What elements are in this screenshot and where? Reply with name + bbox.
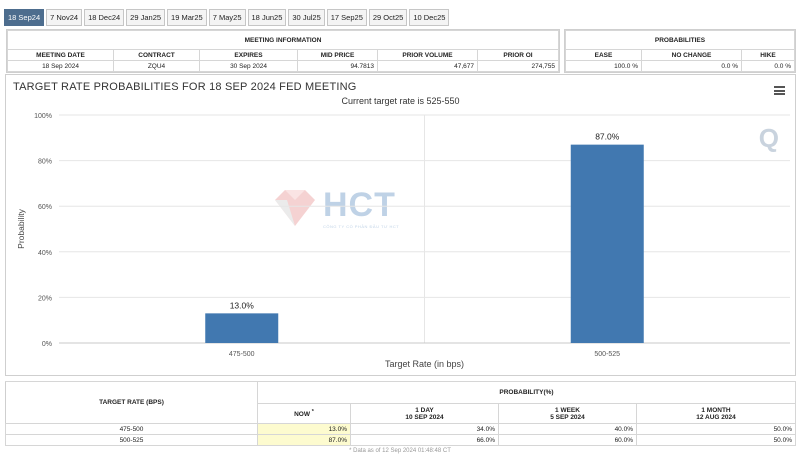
col-contract: CONTRACT [113, 49, 200, 61]
meeting-information-title: MEETING INFORMATION [7, 30, 559, 50]
y-tick-label: 0% [42, 341, 52, 348]
hike-value: 0.0 % [741, 60, 795, 72]
y-tick-label: 20% [38, 295, 52, 302]
bar-475-500 [205, 313, 279, 343]
watermark-brand: HCT [323, 186, 396, 224]
data-label: 87.0% [595, 132, 620, 142]
probabilities-title: PROBABILITIES [565, 30, 795, 50]
bars [205, 144, 644, 343]
probability-history-panel: TARGET RATE (BPS) PROBABILITY(%) NOW * 1… [5, 381, 796, 446]
chart-subtitle: Current target rate is 525-550 [341, 96, 460, 106]
rate-475-500: 475-500 [5, 423, 258, 435]
col-1-week-label: 1 WEEK [555, 406, 580, 414]
week-475-500: 40.0% [498, 423, 637, 435]
y-tick-label: 100% [34, 113, 52, 120]
prior-volume-value: 47,677 [377, 60, 478, 72]
data-label: 13.0% [230, 300, 255, 310]
x-tick-label: 500-525 [594, 351, 620, 358]
meeting-tabs: 18 Sep24 7 Nov24 18 Dec24 29 Jan25 19 Ma… [4, 9, 450, 26]
y-axis-title: Probability [16, 208, 26, 248]
x-tick-label: 475-500 [229, 351, 255, 358]
col-prior-oi: PRIOR OI [477, 49, 559, 61]
col-now: NOW * [257, 403, 351, 424]
col-1-month: 1 MONTH 12 AUG 2024 [636, 403, 796, 424]
month-475-500: 50.0% [636, 423, 796, 435]
bar-500-525 [570, 144, 644, 343]
col-1-day: 1 DAY 10 SEP 2024 [350, 403, 499, 424]
col-1-month-date: 12 AUG 2024 [696, 413, 736, 421]
col-1-month-label: 1 MONTH [701, 406, 731, 414]
col-meeting-date: MEETING DATE [7, 49, 114, 61]
col-1-week-date: 5 SEP 2024 [550, 413, 585, 421]
col-no-change: NO CHANGE [641, 49, 742, 61]
week-500-525: 60.0% [498, 434, 637, 446]
col-now-label: NOW [294, 411, 310, 419]
tab-7-nov24[interactable]: 7 Nov24 [46, 9, 83, 26]
table-row: 475-500 13.0% 34.0% 40.0% 50.0% [5, 423, 796, 435]
tab-18-sep24[interactable]: 18 Sep24 [4, 9, 45, 26]
table-row: 500-525 87.0% 66.0% 60.0% 50.0% [5, 434, 796, 446]
y-tick-label: 40% [38, 250, 52, 257]
target-rate-chart: TARGET RATE PROBABILITIES FOR 18 SEP 202… [5, 74, 796, 376]
tab-18-jun25[interactable]: 18 Jun25 [247, 9, 287, 26]
col-mid-price: MID PRICE [297, 49, 378, 61]
day-500-525: 66.0% [350, 434, 499, 446]
tab-17-sep25[interactable]: 17 Sep25 [326, 9, 367, 26]
data-timestamp-footnote: * Data as of 12 Sep 2024 01:48:48 CT [349, 448, 451, 454]
no-change-value: 0.0 % [641, 60, 742, 72]
col-prior-volume: PRIOR VOLUME [377, 49, 478, 61]
tab-30-jul25[interactable]: 30 Jul25 [288, 9, 325, 26]
bar-plot: 0% 20% 40% 60% 80% 100% 13.0% 475-500 87.0% 500-5… [16, 113, 790, 369]
ease-value: 100.0 % [565, 60, 642, 72]
probabilities-panel: PROBABILITIES EASE NO CHANGE HIKE 100.0 … [564, 29, 796, 73]
probabilities-table: PROBABILITIES EASE NO CHANGE HIKE 100.0 … [565, 30, 795, 72]
tab-10-dec25[interactable]: 10 Dec25 [409, 9, 450, 26]
expires-value: 30 Sep 2024 [199, 60, 298, 72]
tab-19-mar25[interactable]: 19 Mar25 [167, 9, 207, 26]
col-now-mark: * [311, 408, 314, 415]
col-1-day-date: 10 SEP 2024 [405, 413, 444, 421]
mid-price-value: 94.7813 [297, 60, 378, 72]
col-1-week: 1 WEEK 5 SEP 2024 [498, 403, 637, 424]
col-hike: HIKE [741, 49, 795, 61]
meeting-information-panel: MEETING INFORMATION MEETING DATE CONTRAC… [6, 29, 560, 73]
col-expires: EXPIRES [199, 49, 298, 61]
day-475-500: 34.0% [350, 423, 499, 435]
rate-500-525: 500-525 [5, 434, 258, 446]
meeting-date-value: 18 Sep 2024 [7, 60, 114, 72]
meeting-information-table: MEETING INFORMATION MEETING DATE CONTRAC… [7, 30, 559, 72]
chart-title: TARGET RATE PROBABILITIES FOR 18 SEP 202… [13, 81, 357, 93]
prior-oi-value: 274,755 [477, 60, 559, 72]
watermark-tagline: CÔNG TY CỔ PHẦN ĐẦU TƯ HCT [323, 224, 400, 229]
target-rate-header: TARGET RATE (BPS) [5, 381, 258, 424]
y-tick-label: 80% [38, 159, 52, 166]
q-logo-icon: Q [758, 123, 779, 153]
now-500-525: 87.0% [257, 434, 351, 446]
month-500-525: 50.0% [636, 434, 796, 446]
contract-value: ZQU4 [113, 60, 200, 72]
grid-lines [59, 114, 790, 344]
tab-29-jan25[interactable]: 29 Jan25 [126, 9, 166, 26]
hamburger-menu-icon[interactable] [774, 86, 785, 95]
now-475-500: 13.0% [257, 423, 351, 435]
probability-header: PROBABILITY(%) [257, 381, 796, 404]
chart-labels: 0% 20% 40% 60% 80% 100% 13.0% 475-500 87.0% 500-5… [16, 113, 620, 369]
tab-7-may25[interactable]: 7 May25 [208, 9, 246, 26]
tab-18-dec24[interactable]: 18 Dec24 [84, 9, 125, 26]
probability-history-table: TARGET RATE (BPS) PROBABILITY(%) NOW * 1… [5, 381, 796, 446]
tab-29-oct25[interactable]: 29 Oct25 [368, 9, 408, 26]
col-ease: EASE [565, 49, 642, 61]
x-axis-title: Target Rate (in bps) [385, 359, 464, 369]
y-tick-label: 60% [38, 204, 52, 211]
col-1-day-label: 1 DAY [415, 406, 434, 414]
